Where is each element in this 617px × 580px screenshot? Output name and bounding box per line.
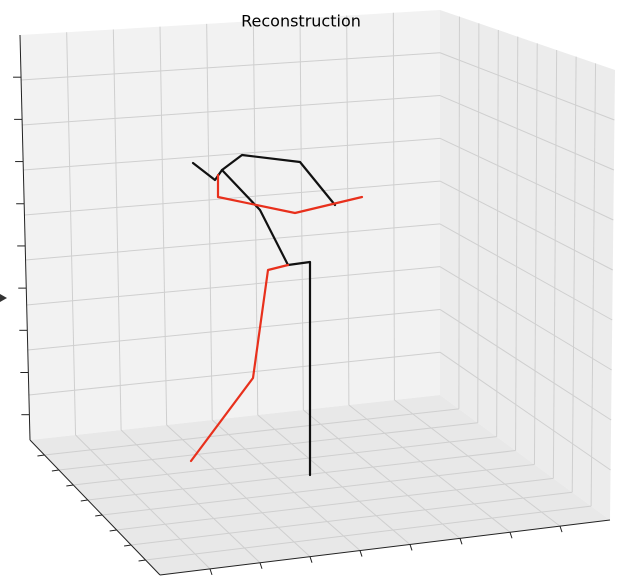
- grid-line: [112, 29, 122, 431]
- back-pane: [20, 10, 440, 440]
- z-axis-line: [19, 34, 31, 441]
- grid-line: [21, 52, 441, 81]
- x-tick: [259, 562, 263, 569]
- grid-line: [66, 32, 77, 436]
- y-tick: [51, 469, 59, 472]
- grid-line: [23, 137, 441, 171]
- skeleton: [189, 153, 364, 477]
- y-axis-line: [29, 439, 161, 576]
- grid-line: [26, 266, 441, 306]
- y-tick: [124, 544, 132, 547]
- x-tick: [459, 538, 463, 545]
- grid: [21, 12, 615, 570]
- grid-line: [439, 95, 615, 171]
- grid-line: [159, 26, 168, 426]
- grid-line: [211, 419, 361, 551]
- grid-line: [25, 223, 441, 261]
- grid-line: [477, 23, 480, 423]
- grid-line: [394, 399, 561, 527]
- grid-line: [458, 16, 460, 409]
- grid-line: [120, 429, 261, 564]
- grid-line: [102, 463, 535, 516]
- grid-line: [116, 477, 554, 531]
- grid-line: [303, 409, 461, 539]
- grid-line: [24, 180, 441, 216]
- grid-line: [131, 491, 573, 546]
- grid-line: [299, 18, 304, 411]
- axis-marker: [0, 294, 7, 302]
- y-tick: [109, 529, 117, 532]
- grid-line: [439, 180, 614, 271]
- bone: [189, 263, 290, 463]
- grid-line: [515, 36, 519, 451]
- grid-line: [22, 95, 441, 126]
- grid-line: [439, 266, 612, 371]
- bone: [216, 173, 364, 215]
- x-axis-line: [159, 519, 611, 576]
- grid-line: [73, 436, 497, 486]
- x-tick: [559, 525, 563, 533]
- y-tick: [37, 454, 45, 457]
- x-tick: [509, 532, 513, 539]
- grid-line: [346, 15, 350, 406]
- grid-line: [439, 351, 611, 471]
- side-pane: [440, 10, 615, 520]
- grid-line: [28, 351, 441, 396]
- ticks: [13, 76, 563, 576]
- grid-line: [392, 12, 395, 401]
- bone: [191, 153, 337, 207]
- y-tick: [95, 514, 103, 517]
- x-tick: [209, 568, 213, 576]
- grid-line: [75, 434, 211, 570]
- grid-line: [44, 408, 459, 456]
- grid-line: [439, 52, 615, 121]
- grid-line: [166, 424, 311, 558]
- y-tick: [80, 499, 88, 502]
- chart-title: Reconstruction: [241, 12, 361, 31]
- grid-line: [206, 23, 213, 421]
- grid-line: [590, 63, 597, 507]
- grid-line: [439, 223, 613, 321]
- x-tick: [309, 556, 313, 563]
- x-tick: [359, 550, 363, 557]
- grid-line: [571, 56, 577, 493]
- grid-line: [257, 414, 411, 545]
- grid-line: [533, 43, 538, 465]
- grid-line: [58, 422, 478, 471]
- grid-line: [27, 308, 441, 351]
- grid-line: [496, 29, 499, 437]
- grid-line: [552, 49, 558, 479]
- grid-line: [439, 309, 612, 421]
- grid-line: [87, 450, 516, 501]
- y-tick: [66, 484, 74, 487]
- x-tick: [409, 544, 413, 551]
- y-tick: [138, 559, 146, 562]
- grid-line: [348, 404, 511, 533]
- grid-line: [439, 137, 614, 221]
- grid-line: [145, 505, 592, 561]
